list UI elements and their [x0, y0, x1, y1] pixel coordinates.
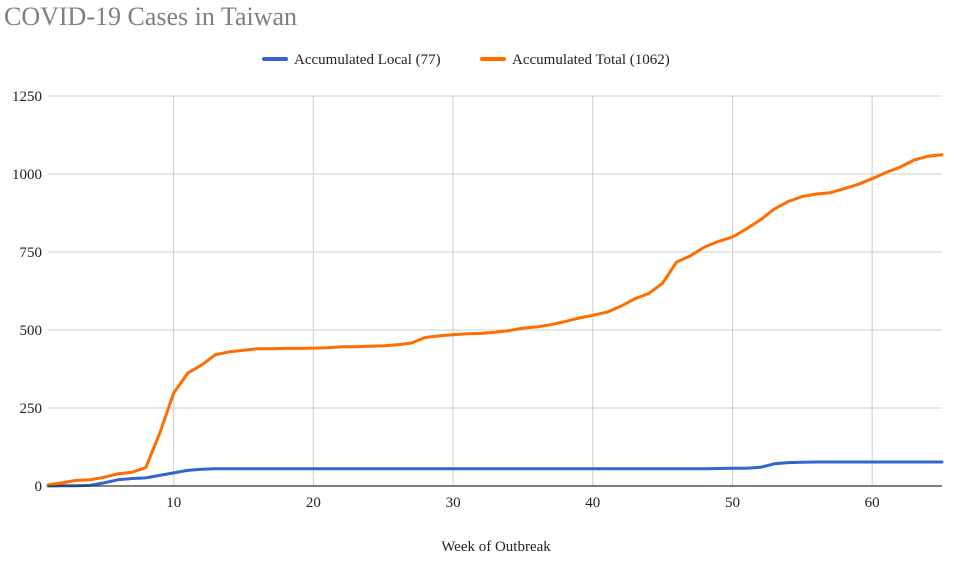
- legend-label: Accumulated Total (1062): [512, 52, 670, 68]
- y-tick-label: 0: [35, 479, 43, 495]
- series-line-accumulated-local: [46, 460, 944, 488]
- y-tick-label: 1000: [12, 167, 42, 183]
- x-tick-label: 40: [585, 495, 600, 511]
- x-tick-label: 20: [306, 495, 321, 511]
- chart-title: COVID-19 Cases in Taiwan: [4, 2, 298, 31]
- series-lines: [46, 153, 944, 488]
- legend: Accumulated Local (77) Accumulated Total …: [262, 52, 670, 68]
- x-axis-title: Week of Outbreak: [441, 539, 551, 555]
- x-tick-label: 60: [865, 495, 880, 511]
- y-tick-label: 750: [20, 245, 43, 261]
- x-tick-label: 10: [166, 495, 181, 511]
- legend-label: Accumulated Local (77): [294, 52, 441, 68]
- y-tick-label: 1250: [12, 89, 42, 105]
- y-tick-label: 250: [20, 401, 43, 417]
- x-tick-label: 50: [725, 495, 740, 511]
- series-line-accumulated-total: [46, 153, 944, 487]
- grid-layer: [48, 95, 942, 486]
- axes: 0 250 500 750 1000 1250 10 20 30 40 50 60: [12, 89, 942, 511]
- x-tick-label: 30: [446, 495, 461, 511]
- y-tick-label: 500: [20, 323, 43, 339]
